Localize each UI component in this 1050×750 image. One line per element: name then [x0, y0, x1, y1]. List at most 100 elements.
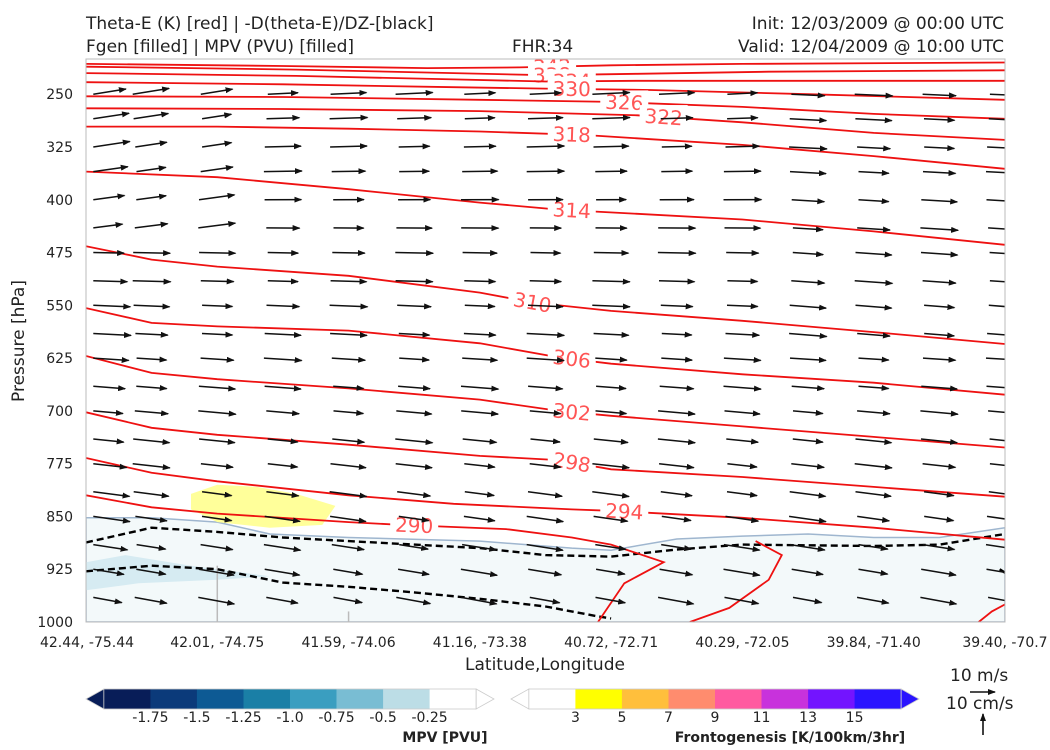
wind-vector [858, 198, 890, 205]
theta-e-contour [86, 457, 1005, 541]
wind-vector [463, 515, 496, 523]
wind-vector [659, 385, 695, 392]
colorbar-swatch [336, 689, 384, 709]
wind-vector [526, 168, 566, 175]
wind-vector [93, 356, 130, 363]
wind-vector [330, 89, 368, 96]
wind-vector [395, 278, 434, 285]
mpv-colorbar: -1.75 -1.5 -1.25 -1.0 -0.75 -0.5 -0.25 [85, 688, 495, 726]
wind-vector [93, 303, 132, 310]
x-tick-label: 41.59, -74.06 [302, 635, 396, 651]
wind-vector [661, 543, 693, 552]
wind-vector [93, 111, 130, 120]
wind-vector [463, 143, 497, 150]
wind-vector [136, 568, 167, 576]
wind-vector [920, 438, 959, 445]
y-tick-label: 775 [46, 457, 73, 473]
wind-vector [527, 303, 564, 310]
wind-vector [93, 222, 124, 229]
wind-vector [462, 249, 499, 256]
colorbar-tick-label: -0.5 [369, 710, 396, 726]
chart-title-line2: Fgen [filled] | MPV (PVU) [filled] [86, 37, 355, 57]
wind-vector [93, 462, 128, 470]
colorbar-tick-label: 3 [571, 710, 580, 726]
wind-vector [397, 568, 430, 577]
wind-vector [855, 304, 893, 311]
wind-vector [530, 249, 562, 256]
x-tick-label: 40.72, -72.71 [564, 635, 658, 651]
wind-vector [199, 438, 236, 445]
wind-vector [923, 116, 956, 123]
wind-vector [526, 332, 566, 339]
wind-vector [658, 278, 696, 285]
chart-title-line1: Theta-E (K) [red] | -D(theta-E)/DZ-[blac… [86, 14, 434, 34]
wind-vector [93, 278, 129, 285]
y-tick-label: 850 [46, 509, 73, 525]
wind-vector [723, 385, 762, 392]
wind-vector [395, 438, 434, 446]
wind-vector [791, 568, 824, 577]
wind-vector [857, 515, 891, 523]
wind-vector [725, 515, 760, 524]
colorbar-swatch [429, 689, 477, 709]
wind-vector [93, 193, 126, 201]
wind-vector [267, 249, 300, 256]
wind-vector [93, 164, 129, 173]
wind-vector [661, 331, 693, 338]
wind-vector [267, 90, 299, 97]
colorbar-tick-label: 13 [799, 710, 817, 726]
wind-vector [136, 385, 168, 392]
wind-vector [264, 515, 301, 524]
wind-vector [595, 596, 627, 605]
wind-vector [526, 357, 565, 364]
colorbar-swatch [103, 689, 151, 709]
wind-vector [922, 462, 957, 470]
colorbar-swatch [854, 689, 902, 709]
wind-vector [200, 87, 234, 95]
wind-vector [133, 250, 172, 257]
wind-vector [267, 438, 299, 445]
wind-vector [726, 438, 760, 445]
wind-vector [201, 112, 233, 120]
x-tick-label: 42.01, -74.75 [170, 635, 264, 651]
wind-vector [529, 278, 563, 285]
wind-vector [922, 170, 957, 177]
wind-vector [855, 251, 893, 258]
wind-vector [854, 92, 894, 99]
wind-vector [725, 143, 761, 150]
wind-vector [330, 278, 368, 285]
wind-vector [263, 543, 302, 553]
wind-vector [200, 356, 235, 363]
theta-e-contour [689, 540, 784, 622]
wind-vector [789, 117, 828, 124]
wind-vector [395, 89, 434, 96]
y-tick-label: 925 [46, 562, 73, 578]
wind-vector [593, 331, 630, 338]
x-axis-label: Latitude,Longitude [465, 655, 625, 675]
quiver-key: 10 m/s 10 cm/s [946, 666, 1014, 735]
wind-vector [329, 303, 369, 310]
wind-vector [792, 251, 825, 258]
wind-vector [266, 596, 299, 605]
init-time: Init: 12/03/2009 @ 00:00 UTC [751, 14, 1004, 34]
wind-vector [198, 410, 237, 417]
wind-vector [724, 410, 761, 417]
wind-vector [592, 491, 630, 499]
wind-vector [202, 491, 233, 498]
wind-vector [399, 543, 430, 551]
wind-vector [657, 250, 697, 257]
wind-vector [789, 491, 827, 499]
wind-vector [133, 438, 171, 445]
theta-e-contour-label: 330 [552, 77, 591, 102]
colorbar-tick-label: 9 [711, 710, 720, 726]
wind-vector [660, 491, 693, 498]
wind-vector [266, 491, 300, 498]
wind-vector [526, 143, 566, 150]
colorbar-swatch [528, 689, 576, 709]
wind-vector [132, 462, 171, 471]
colorbar-extend-right [900, 688, 920, 710]
wind-vector [792, 438, 824, 445]
contour-label-bg [390, 513, 439, 538]
wind-vector [526, 543, 564, 553]
forecast-hour: FHR:34 [512, 37, 574, 57]
